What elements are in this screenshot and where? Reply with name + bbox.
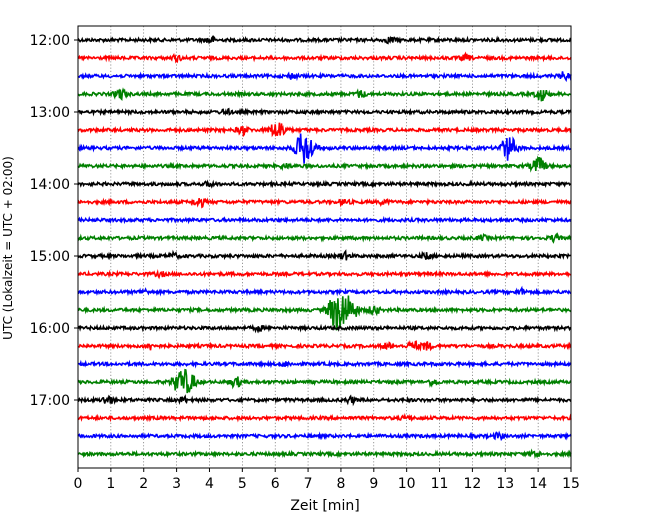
x-axis-label: Zeit [min] (290, 498, 359, 514)
x-axis-ticks: 0 1 2 3 4 5 6 7 8 9 10 11 12 13 14 15 (74, 468, 580, 492)
trace-line (77, 269, 572, 280)
trace-line (77, 340, 572, 352)
x-tick-label: 7 (304, 476, 313, 492)
x-tick-label: 0 (74, 476, 83, 492)
x-tick-label: 9 (369, 476, 378, 492)
trace-line (77, 197, 572, 209)
x-tick-label: 14 (529, 476, 547, 492)
x-tick-label: 8 (336, 476, 345, 492)
trace-line (77, 231, 572, 244)
y-tick-label: 16:00 (30, 321, 70, 337)
y-tick-label: 14:00 (30, 177, 70, 193)
trace-line (77, 430, 572, 442)
x-tick-label: 2 (139, 476, 148, 492)
trace-line (77, 133, 572, 164)
y-axis-ticks: 12:00 13:00 14:00 15:00 16:00 17:00 (30, 33, 78, 409)
x-tick-label: 15 (562, 476, 580, 492)
y-tick-label: 13:00 (30, 105, 70, 121)
x-tick-label: 1 (106, 476, 115, 492)
trace-line (77, 35, 572, 45)
x-tick-label: 4 (205, 476, 214, 492)
trace-line (77, 295, 571, 331)
trace-line (77, 412, 572, 423)
y-tick-label: 17:00 (30, 393, 70, 409)
trace-lines (77, 35, 572, 460)
trace-line (77, 249, 572, 261)
trace-line (77, 215, 572, 225)
trace-line (77, 155, 572, 173)
trace-line (77, 359, 572, 369)
x-tick-label: 11 (431, 476, 449, 492)
trace-line (77, 107, 572, 117)
trace-line (77, 87, 572, 102)
trace-line (77, 71, 572, 83)
x-tick-label: 3 (172, 476, 181, 492)
y-axis-label: UTC (Lokalzeit = UTC + 02:00) (1, 156, 15, 340)
x-tick-label: 12 (463, 476, 481, 492)
x-tick-label: 5 (238, 476, 247, 492)
trace-line (77, 51, 572, 64)
y-tick-label: 12:00 (30, 33, 70, 49)
trace-line (77, 122, 572, 138)
trace-line (77, 448, 572, 460)
grid-lines (110, 26, 539, 468)
trace-line (77, 323, 572, 334)
y-tick-label: 15:00 (30, 249, 70, 265)
trace-line (77, 179, 572, 189)
trace-line (77, 368, 572, 394)
x-tick-label: 10 (398, 476, 416, 492)
x-tick-label: 13 (496, 476, 514, 492)
plot-frame (77, 25, 572, 469)
trace-line (77, 394, 572, 407)
x-tick-label: 6 (271, 476, 280, 492)
trace-line (77, 285, 572, 297)
